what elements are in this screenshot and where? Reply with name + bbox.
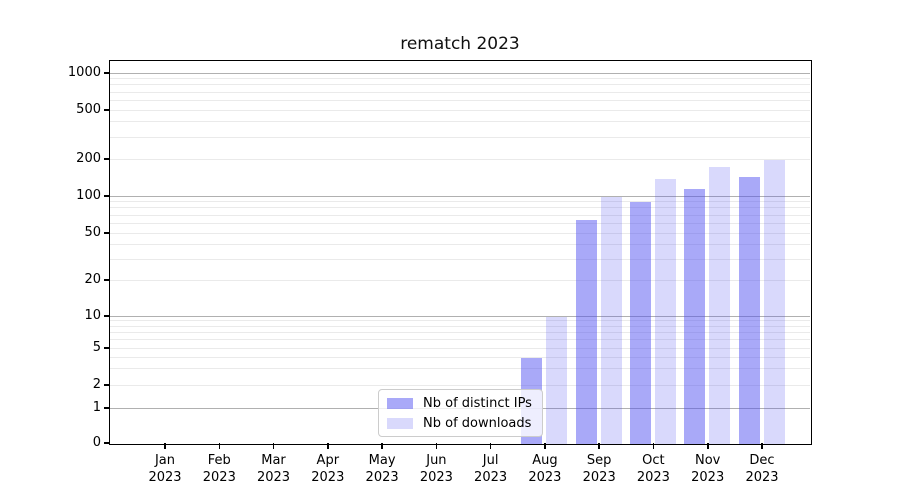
y-tick-label: 10 [84, 308, 101, 323]
y-tick-mark [104, 407, 110, 409]
y-tick-label: 5 [92, 340, 101, 355]
minor-gridline [109, 84, 810, 86]
minor-gridline [109, 109, 810, 111]
bar-downloads-dec-2023 [763, 159, 785, 444]
x-tick-mark [652, 443, 655, 449]
x-tick-mark [164, 443, 166, 449]
y-tick-label: 100 [76, 188, 101, 203]
x-tick-label: Jun 2023 [419, 453, 453, 485]
legend-label-downloads: Nb of downloads [423, 415, 532, 431]
minor-gridline [109, 232, 810, 234]
legend-swatch-ips [387, 397, 413, 409]
x-tick-label: Sep 2023 [582, 453, 616, 485]
x-tick-label: Oct 2023 [636, 453, 670, 485]
y-tick-label: 500 [76, 102, 101, 117]
bar-ips-sep-2023 [575, 219, 597, 444]
minor-gridline [109, 91, 810, 93]
minor-gridline [109, 325, 810, 327]
minor-gridline [109, 158, 810, 160]
legend-swatch-downloads [387, 417, 413, 429]
minor-gridline [109, 121, 810, 123]
x-tick-mark [598, 443, 600, 449]
bar-downloads-nov-2023 [709, 166, 731, 444]
y-tick-label: 20 [84, 272, 101, 287]
major-gridline [109, 72, 810, 74]
y-tick-label: 1 [92, 400, 101, 415]
x-tick-mark [218, 443, 220, 449]
minor-gridline [109, 258, 810, 260]
x-tick-label: Dec 2023 [745, 453, 779, 485]
minor-gridline [109, 332, 810, 333]
chart-title: rematch 2023 [400, 34, 520, 54]
y-tick-mark [104, 232, 110, 234]
y-tick-mark [104, 72, 110, 74]
y-tick-mark [104, 158, 110, 160]
minor-gridline [109, 78, 810, 80]
major-gridline [109, 195, 810, 197]
y-tick-mark [104, 109, 110, 111]
major-gridline [109, 315, 810, 317]
y-tick-label: 200 [76, 151, 101, 166]
minor-gridline [109, 99, 810, 101]
bar-ips-nov-2023 [684, 189, 706, 444]
minor-gridline [109, 347, 810, 349]
x-tick-mark [761, 443, 763, 449]
minor-gridline [109, 243, 810, 245]
x-tick-mark [489, 443, 492, 449]
minor-gridline [109, 320, 810, 322]
minor-gridline [109, 279, 810, 281]
x-tick-mark [544, 443, 546, 449]
minor-gridline [109, 201, 810, 203]
minor-gridline [109, 356, 810, 358]
y-tick-label: 0 [92, 435, 101, 450]
minor-gridline [109, 207, 810, 209]
y-tick-label: 2 [92, 377, 101, 392]
y-tick-mark [104, 384, 110, 386]
minor-gridline [109, 136, 810, 138]
x-tick-label: Apr 2023 [311, 453, 345, 485]
legend-item-distinct-ips: Nb of distinct IPs [387, 396, 534, 411]
x-tick-mark [707, 443, 709, 449]
legend-item-downloads: Nb of downloads [387, 416, 534, 431]
bar-downloads-sep-2023 [600, 196, 622, 444]
y-tick-mark [104, 195, 110, 197]
x-tick-label: Jul 2023 [474, 453, 508, 485]
x-tick-label: May 2023 [365, 453, 399, 485]
x-tick-label: Aug 2023 [528, 453, 562, 485]
y-tick-mark [104, 442, 110, 444]
legend-label-distinct-ips: Nb of distinct IPs [423, 395, 532, 411]
x-tick-mark [435, 443, 438, 449]
x-tick-label: Feb 2023 [202, 453, 236, 485]
minor-gridline [109, 339, 810, 341]
minor-gridline [109, 222, 810, 224]
legend: Nb of distinct IPs Nb of downloads [378, 389, 543, 437]
bar-ips-oct-2023 [629, 202, 651, 444]
x-tick-mark [272, 443, 275, 449]
plot-area [108, 59, 812, 445]
y-tick-label: 50 [84, 225, 101, 240]
minor-gridline [109, 384, 810, 386]
minor-gridline [109, 214, 810, 216]
x-tick-label: Nov 2023 [691, 453, 725, 485]
y-tick-label: 1000 [67, 65, 101, 80]
x-tick-label: Mar 2023 [256, 453, 291, 485]
minor-gridline [109, 368, 810, 370]
x-tick-mark [327, 443, 329, 449]
y-tick-mark [104, 347, 110, 349]
x-tick-mark [381, 443, 383, 449]
bar-ips-dec-2023 [738, 176, 760, 444]
bar-downloads-oct-2023 [654, 178, 676, 444]
bar-downloads-aug-2023 [546, 316, 568, 444]
x-tick-label: Jan 2023 [148, 453, 182, 485]
y-tick-mark [104, 315, 110, 317]
y-tick-mark [104, 279, 110, 281]
